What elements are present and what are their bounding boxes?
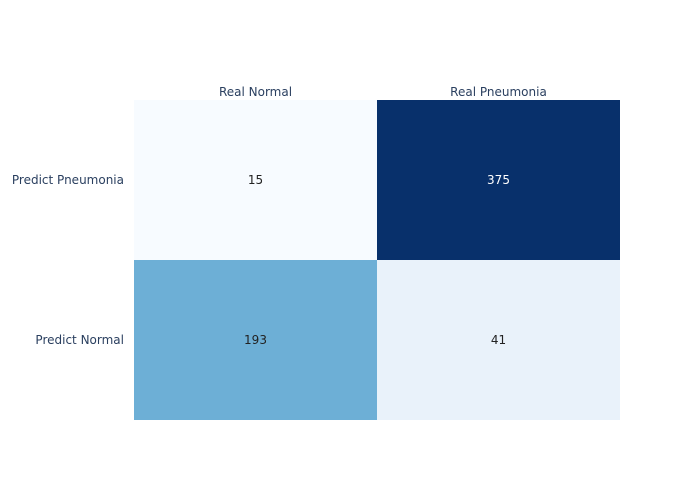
heatmap-cell-predict-pneumonia-real-normal	[134, 100, 377, 260]
heatmap-cell-predict-normal-real-pneumonia	[377, 260, 620, 420]
x-axis-tick-labels: Real Normal Real Pneumonia	[219, 85, 547, 99]
y-tick-label: Predict Normal	[35, 333, 124, 347]
cell-value-label: 193	[244, 333, 267, 347]
heatmap-cell-labels: 15 375 193 41	[244, 173, 510, 347]
y-axis-tick-labels: Predict Pneumonia Predict Normal	[12, 173, 124, 347]
heatmap-cell-predict-normal-real-normal	[134, 260, 377, 420]
cell-value-label: 15	[248, 173, 263, 187]
y-tick-label: Predict Pneumonia	[12, 173, 124, 187]
x-tick-label: Real Pneumonia	[450, 85, 547, 99]
cell-value-label: 41	[491, 333, 506, 347]
heatmap-cell-predict-pneumonia-real-pneumonia	[377, 100, 620, 260]
heatmap-cells	[134, 100, 620, 420]
cell-value-label: 375	[487, 173, 510, 187]
x-tick-label: Real Normal	[219, 85, 292, 99]
